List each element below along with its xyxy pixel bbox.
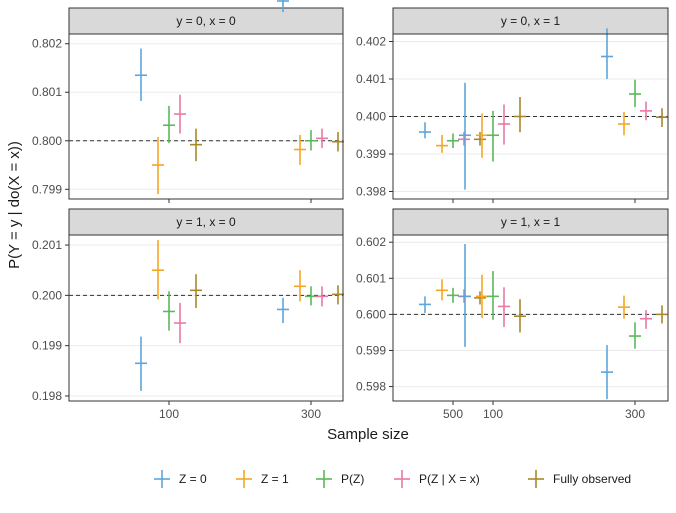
y-tick-label: 0.601: [356, 271, 386, 285]
facet-strip: [68, 208, 344, 236]
y-tick-label: 0.802: [32, 37, 62, 51]
y-tick-label: 0.200: [32, 288, 62, 302]
y-tick-label: 0.400: [356, 110, 386, 124]
y-tick-label: 0.600: [356, 307, 386, 321]
x-tick-label: 300: [301, 407, 321, 421]
facet-strip: [392, 7, 669, 35]
y-tick-label: 0.398: [356, 185, 386, 199]
y-tick-label: 0.198: [32, 389, 62, 403]
legend-label: P(Z): [341, 472, 364, 486]
facet-title: y = 0, x = 1: [501, 14, 561, 28]
legend-label: Fully observed: [553, 472, 631, 486]
y-tick-label: 0.201: [32, 238, 62, 252]
panel-border: [68, 234, 344, 402]
legend-item: Fully observed: [528, 470, 631, 488]
legend-item: P(Z): [316, 470, 364, 488]
x-tick-label: 500: [443, 407, 463, 421]
y-tick-label: 0.598: [356, 380, 386, 394]
y-tick-label: 0.801: [32, 85, 62, 99]
facet-strip: [68, 7, 344, 35]
legend-label: Z = 1: [261, 472, 289, 486]
facet-panel-3: y = 1, x = 0 0.198 0.199 0.200 0.201 100 300 50…: [32, 208, 486, 421]
legend-item: P(Z | X = x): [394, 470, 480, 488]
panel-border: [392, 234, 669, 402]
legend-item: Z = 1: [236, 470, 289, 488]
facet-panel-4: y = 1, x = 1 0.598 0.599 0.600 0.601 0.602 100…: [356, 208, 669, 421]
y-tick-label: 0.800: [32, 134, 62, 148]
facet-panel-1: y = 0, x = 0 0.799 0.800 0.801 0.802: [32, 0, 486, 203]
x-tick-label: 100: [159, 407, 179, 421]
y-tick-label: 0.401: [356, 72, 386, 86]
y-tick-label: 0.602: [356, 235, 386, 249]
y-tick-label: 0.199: [32, 339, 62, 353]
x-tick-label: 300: [625, 407, 645, 421]
legend-item: Z = 0: [154, 470, 207, 488]
facet-title: y = 1, x = 0: [176, 215, 236, 229]
legend: Z = 0 Z = 1 P(Z) P(Z | X = x) Fully observed: [154, 470, 631, 488]
facet-title: y = 1, x = 1: [501, 215, 561, 229]
y-axis-title: P(Y = y | do(X = x)): [6, 141, 23, 269]
x-tick-label: 100: [483, 407, 503, 421]
facet-title: y = 0, x = 0: [176, 14, 236, 28]
legend-label: P(Z | X = x): [419, 472, 480, 486]
x-axis-title: Sample size: [327, 426, 409, 443]
y-tick-label: 0.399: [356, 147, 386, 161]
facet-panel-2: y = 0, x = 1 0.398 0.399 0.400 0.401 0.402: [356, 7, 669, 203]
y-tick-label: 0.799: [32, 182, 62, 196]
y-tick-label: 0.599: [356, 343, 386, 357]
legend-label: Z = 0: [179, 472, 207, 486]
y-tick-label: 0.402: [356, 35, 386, 49]
panel-border: [68, 33, 344, 200]
